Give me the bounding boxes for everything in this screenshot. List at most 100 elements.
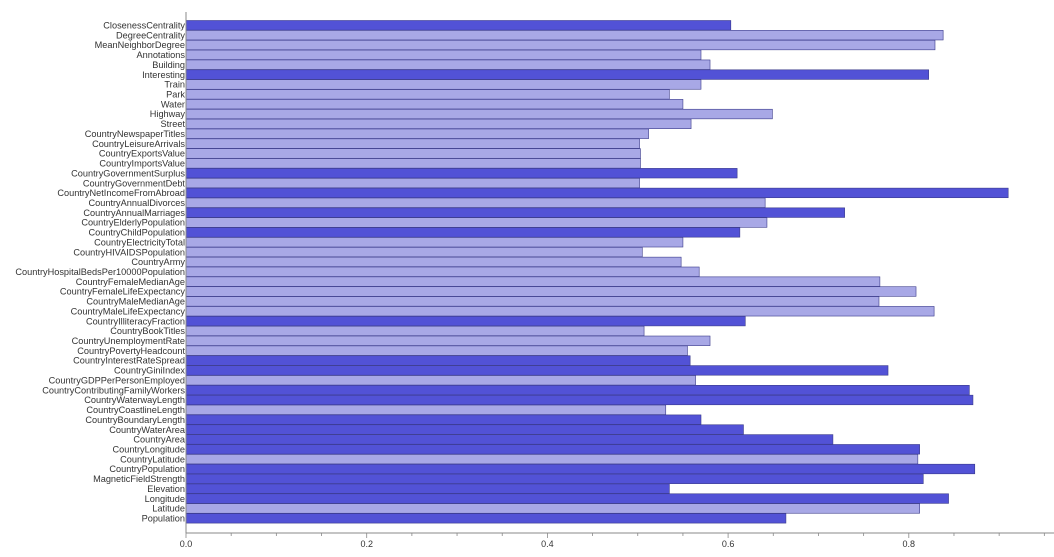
bar-CountryContributingFamilyWorkers <box>185 385 970 396</box>
bar-Park <box>185 89 670 100</box>
category-label-MagneticFieldStrength: MagneticFieldStrength <box>93 474 185 484</box>
bar-CountryArea <box>185 434 834 445</box>
bar-CountryChildPopulation <box>185 227 741 238</box>
category-label-CountryNewspaperTitles: CountryNewspaperTitles <box>85 129 186 139</box>
category-label-MeanNeighborDegree: MeanNeighborDegree <box>95 40 185 50</box>
category-label-CountryGovernmentSurplus: CountryGovernmentSurplus <box>71 168 185 178</box>
x-axis: 0.0 0.2 0.4 0.6 0.8 <box>180 532 1054 549</box>
category-label-DegreeCentrality: DegreeCentrality <box>116 30 185 40</box>
bar-CountryAnnualMarriages <box>185 207 845 218</box>
category-label-CountryAnnualMarriages: CountryAnnualMarriages <box>83 208 185 218</box>
category-label-CountryImportsValue: CountryImportsValue <box>99 159 185 169</box>
bar-Train <box>185 79 702 90</box>
category-label-CountryBookTitles: CountryBookTitles <box>110 326 185 336</box>
bar-CountryAnnualDivorces <box>185 197 766 208</box>
x-tick-label-0.8: 0.8 <box>903 539 916 549</box>
bar-Building <box>185 59 711 70</box>
category-label-CountryGovernmentDebt: CountryGovernmentDebt <box>83 178 186 188</box>
bar-ClosenessCentrality <box>185 20 732 31</box>
category-label-CountryArmy: CountryArmy <box>131 257 185 267</box>
x-ticks-group: 0.0 0.2 0.4 0.6 0.8 <box>180 533 1045 549</box>
bar-Water <box>185 99 684 110</box>
bar-CountryCoastlineLength <box>185 404 667 415</box>
category-label-CountryExportsValue: CountryExportsValue <box>99 149 185 159</box>
bar-Population <box>185 513 787 524</box>
bar-CountryGovernmentSurplus <box>185 168 738 179</box>
category-label-Population: Population <box>142 514 185 524</box>
bar-MagneticFieldStrength <box>185 473 924 484</box>
bar-CountryNetIncomeFromAbroad <box>185 187 1009 199</box>
category-label-ClosenessCentrality: ClosenessCentrality <box>103 21 185 31</box>
category-label-CountryHIVAIDSPopulation: CountryHIVAIDSPopulation <box>73 247 185 257</box>
category-label-Train: Train <box>164 80 185 90</box>
category-label-CountryLatitude: CountryLatitude <box>120 454 185 464</box>
category-label-CountryCoastlineLength: CountryCoastlineLength <box>86 405 185 415</box>
category-label-Water: Water <box>161 99 185 109</box>
bar-CountryMaleMedianAge <box>185 296 880 307</box>
category-label-CountryContributingFamilyWorkers: CountryContributingFamilyWorkers <box>42 385 185 395</box>
bar-CountryGDPPerPersonEmployed <box>185 375 696 386</box>
bar-CountryLeisureArrivals <box>185 138 640 149</box>
bar-Interesting <box>185 69 929 80</box>
bar-CountryGiniIndex <box>185 365 889 376</box>
category-label-CountryGDPPerPersonEmployed: CountryGDPPerPersonEmployed <box>49 375 185 385</box>
bar-CountryWaterArea <box>185 424 744 435</box>
category-label-CountryInterestRateSpread: CountryInterestRateSpread <box>73 356 185 366</box>
bar-CountryPopulation <box>185 463 976 475</box>
category-label-CountryFemaleMedianAge: CountryFemaleMedianAge <box>76 277 185 287</box>
bar-CountryBookTitles <box>185 325 645 337</box>
category-label-CountryPovertyHeadcount: CountryPovertyHeadcount <box>77 346 185 356</box>
bar-CountryElectricityTotal <box>185 237 684 248</box>
bar-Elevation <box>185 483 670 494</box>
bar-CountryExportsValue <box>185 148 641 159</box>
bar-CountryUnemploymentRate <box>185 335 711 346</box>
category-label-CountryUnemploymentRate: CountryUnemploymentRate <box>72 336 185 346</box>
bar-CountryArmy <box>185 256 682 268</box>
bar-Annotations <box>185 49 702 60</box>
bars-group <box>185 20 1009 524</box>
bar-CountryWaterwayLength <box>185 394 974 406</box>
category-label-Elevation: Elevation <box>147 484 185 494</box>
category-label-Highway: Highway <box>150 109 186 119</box>
category-label-CountryElderlyPopulation: CountryElderlyPopulation <box>81 218 185 228</box>
category-label-Building: Building <box>152 60 185 70</box>
category-label-CountryWaterArea: CountryWaterArea <box>109 425 186 435</box>
bar-CountryGovernmentDebt <box>185 177 640 189</box>
category-label-CountryLeisureArrivals: CountryLeisureArrivals <box>92 139 185 149</box>
category-labels-group: ClosenessCentralityDegreeCentralityMeanN… <box>15 21 185 524</box>
x-tick-label-0.0: 0.0 <box>180 539 193 549</box>
category-label-CountryWaterwayLength: CountryWaterwayLength <box>84 395 185 405</box>
bar-CountryInterestRateSpread <box>185 355 691 366</box>
category-label-CountryAnnualDivorces: CountryAnnualDivorces <box>88 198 185 208</box>
bar-CountryLongitude <box>185 444 920 455</box>
category-label-CountryMaleLifeExpectancy: CountryMaleLifeExpectancy <box>71 306 186 316</box>
bar-CountryElderlyPopulation <box>185 217 768 228</box>
category-label-CountryBoundaryLength: CountryBoundaryLength <box>85 415 185 425</box>
bar-CountryHospitalBedsPer10000Population <box>185 266 700 277</box>
bar-CountryBoundaryLength <box>185 414 702 425</box>
bar-CountryImportsValue <box>185 158 641 169</box>
bar-Latitude <box>185 503 920 514</box>
category-label-CountryPopulation: CountryPopulation <box>109 464 185 474</box>
bar-CountryIlliteracyFraction <box>185 315 746 327</box>
bar-CountryMaleLifeExpectancy <box>185 306 935 317</box>
bar-MeanNeighborDegree <box>185 39 936 51</box>
category-label-CountryLongitude: CountryLongitude <box>112 444 185 454</box>
bar-CountryLatitude <box>185 454 919 465</box>
category-label-CountryMaleMedianAge: CountryMaleMedianAge <box>86 297 185 307</box>
category-label-Latitude: Latitude <box>152 504 185 514</box>
bar-DegreeCentrality <box>185 30 944 41</box>
category-label-Street: Street <box>160 119 185 129</box>
x-tick-label-0.6: 0.6 <box>722 539 735 549</box>
bar-CountryHIVAIDSPopulation <box>185 246 643 258</box>
bar-CountryNewspaperTitles <box>185 128 649 139</box>
category-label-CountryNetIncomeFromAbroad: CountryNetIncomeFromAbroad <box>57 188 185 198</box>
x-tick-label-0.2: 0.2 <box>360 539 373 549</box>
category-label-CountryHospitalBedsPer10000Population: CountryHospitalBedsPer10000Population <box>15 267 185 277</box>
bar-Longitude <box>185 493 949 504</box>
bar-Highway <box>185 108 773 120</box>
bar-CountryPovertyHeadcount <box>185 345 688 356</box>
category-label-CountryArea: CountryArea <box>133 435 185 445</box>
bar-CountryFemaleLifeExpectancy <box>185 286 917 297</box>
